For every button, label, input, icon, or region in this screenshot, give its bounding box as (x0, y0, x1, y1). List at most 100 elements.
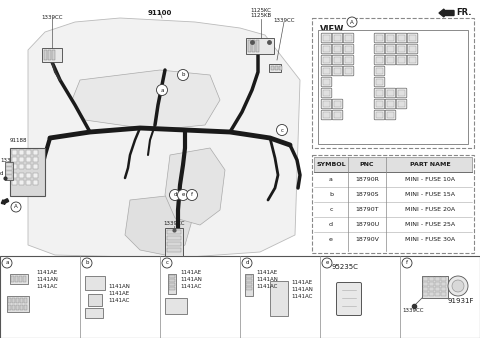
FancyBboxPatch shape (396, 55, 407, 65)
Text: d: d (173, 193, 177, 197)
FancyBboxPatch shape (343, 33, 354, 43)
Text: MINI - FUSE 10A: MINI - FUSE 10A (405, 177, 455, 182)
Text: d: d (0, 171, 3, 176)
Text: f: f (406, 261, 408, 266)
Bar (11, 276, 14, 282)
FancyBboxPatch shape (374, 99, 385, 109)
Text: 18790R: 18790R (355, 177, 379, 182)
FancyBboxPatch shape (385, 44, 396, 54)
Bar (312, 155, 474, 253)
Bar (435, 287, 440, 291)
FancyBboxPatch shape (387, 57, 394, 63)
Text: e: e (325, 261, 329, 266)
Bar (167, 248, 181, 252)
FancyBboxPatch shape (385, 55, 396, 65)
Text: 1141AE
1141AN
1141AC: 1141AE 1141AN 1141AC (36, 270, 58, 289)
FancyBboxPatch shape (387, 101, 394, 107)
Bar (6, 167, 12, 170)
FancyBboxPatch shape (385, 110, 396, 120)
FancyBboxPatch shape (387, 90, 394, 96)
FancyBboxPatch shape (398, 57, 405, 63)
Bar (12, 150, 17, 155)
Bar (429, 292, 434, 296)
FancyBboxPatch shape (323, 101, 330, 107)
FancyBboxPatch shape (374, 44, 385, 54)
FancyBboxPatch shape (323, 90, 330, 96)
Bar (256, 40, 259, 52)
FancyBboxPatch shape (396, 44, 407, 54)
Bar (441, 287, 446, 291)
Text: PNC: PNC (360, 162, 374, 167)
FancyBboxPatch shape (376, 112, 383, 118)
Bar (252, 40, 255, 52)
FancyBboxPatch shape (409, 57, 416, 63)
Bar (246, 279, 252, 282)
FancyBboxPatch shape (321, 99, 332, 109)
FancyBboxPatch shape (343, 55, 354, 65)
FancyBboxPatch shape (321, 110, 332, 120)
Bar (167, 242, 181, 246)
Circle shape (2, 258, 12, 268)
Bar (245, 274, 253, 296)
Bar (12, 157, 17, 162)
Bar (318, 30, 468, 144)
Text: b: b (85, 261, 89, 266)
Bar (85, 276, 105, 290)
FancyBboxPatch shape (332, 66, 343, 76)
Bar (19, 180, 24, 185)
FancyBboxPatch shape (336, 283, 361, 315)
FancyBboxPatch shape (407, 33, 418, 43)
Text: FR.: FR. (456, 8, 471, 17)
FancyBboxPatch shape (407, 44, 418, 54)
Bar (435, 292, 440, 296)
FancyBboxPatch shape (387, 112, 394, 118)
Bar (169, 279, 175, 282)
FancyBboxPatch shape (376, 35, 383, 41)
Bar (12, 180, 17, 185)
Bar (165, 228, 183, 256)
Bar (5, 162, 13, 180)
Bar (275, 66, 278, 70)
Bar (429, 282, 434, 286)
FancyBboxPatch shape (374, 110, 385, 120)
FancyBboxPatch shape (345, 57, 352, 63)
Text: MINI - FUSE 20A: MINI - FUSE 20A (405, 207, 455, 212)
FancyBboxPatch shape (323, 79, 330, 85)
Text: a: a (329, 177, 333, 182)
FancyBboxPatch shape (374, 66, 385, 76)
Bar (12, 305, 15, 310)
Bar (246, 287, 252, 290)
Circle shape (11, 202, 21, 212)
Bar (6, 171, 12, 174)
Circle shape (242, 258, 252, 268)
FancyBboxPatch shape (334, 46, 341, 52)
FancyBboxPatch shape (374, 88, 385, 98)
Circle shape (156, 84, 168, 96)
Text: d: d (329, 222, 333, 227)
Bar (429, 277, 434, 281)
Bar (423, 277, 428, 281)
FancyBboxPatch shape (396, 33, 407, 43)
Bar (6, 163, 12, 166)
Bar (10, 274, 28, 284)
Bar (314, 157, 472, 172)
FancyBboxPatch shape (334, 101, 341, 107)
FancyBboxPatch shape (387, 46, 394, 52)
FancyBboxPatch shape (334, 57, 341, 63)
Text: 1141AE
1141AN
1141AC: 1141AE 1141AN 1141AC (291, 280, 313, 299)
Text: a: a (5, 261, 9, 266)
FancyBboxPatch shape (398, 90, 405, 96)
FancyBboxPatch shape (332, 55, 343, 65)
Text: f: f (191, 193, 193, 197)
Polygon shape (28, 18, 300, 258)
FancyBboxPatch shape (398, 46, 405, 52)
FancyBboxPatch shape (323, 35, 330, 41)
Text: MINI - FUSE 15A: MINI - FUSE 15A (405, 192, 455, 197)
Bar (20, 298, 23, 303)
Bar (423, 282, 428, 286)
Text: A: A (350, 20, 354, 24)
Circle shape (178, 190, 189, 200)
Bar (246, 283, 252, 286)
Bar (167, 230, 181, 234)
Circle shape (162, 258, 172, 268)
